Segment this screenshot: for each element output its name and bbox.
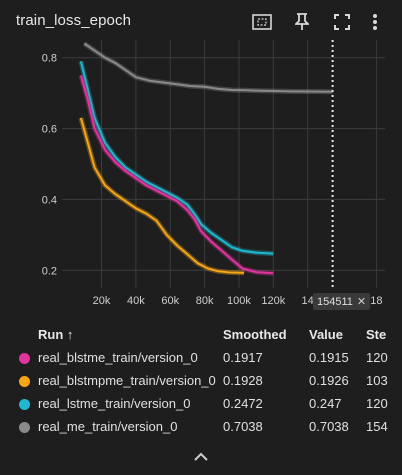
run-name-cell: real_blstme_train/version_0: [38, 350, 198, 365]
run-name-cell: real_blstmpme_train/version_0: [38, 373, 216, 388]
chart-title: train_loss_epoch: [16, 12, 132, 29]
smoothed-cell: 0.1928: [223, 373, 263, 388]
run-name-cell: real_me_train/version_0: [38, 419, 178, 434]
run-color-dot[interactable]: [19, 422, 30, 434]
value-cell: 0.247: [309, 396, 342, 411]
run-color-dot[interactable]: [19, 399, 30, 411]
table-row[interactable]: real_blstme_train/version_0 0.1917 0.1915 1…: [0, 346, 402, 369]
x-tick-label: 18: [370, 295, 382, 307]
x-tick-label: 100k: [227, 295, 251, 307]
table-header-row: Run ↑ Smoothed Value Ste: [0, 322, 402, 346]
y-tick-label: 0.2: [42, 265, 57, 277]
step-cell: 154: [366, 419, 388, 434]
table-row[interactable]: real_me_train/version_0 0.7038 0.7038 154: [0, 415, 402, 438]
y-tick-label: 0.4: [42, 194, 57, 206]
step-cell: 120: [366, 350, 388, 365]
value-cell: 0.1915: [309, 350, 349, 365]
more-vert-icon: [373, 14, 377, 30]
y-tick-label: 0.8: [42, 53, 57, 65]
value-column-header[interactable]: Value: [309, 326, 343, 342]
value-cell: 0.7038: [309, 419, 349, 434]
fit-domain-button[interactable]: [242, 10, 282, 34]
run-color-dot[interactable]: [19, 353, 30, 365]
pin-button[interactable]: [282, 10, 322, 34]
run-name-cell: real_lstme_train/version_0: [38, 396, 191, 411]
smoothed-cell: 0.7038: [223, 419, 263, 434]
chart-toolbar: [242, 10, 388, 34]
x-tick-label: 60k: [161, 295, 179, 307]
hover-step-badge: 154511 ✕: [313, 293, 371, 310]
step-column-header[interactable]: Ste: [366, 326, 387, 342]
x-tick-label: 80k: [196, 295, 214, 307]
table-row[interactable]: real_blstmpme_train/version_0 0.1928 0.192…: [0, 369, 402, 392]
line-chart[interactable]: 0.2 0.4 0.6 0.8 20k 40k 60k 80k 100k 120k 14 18: [0, 36, 402, 314]
smoothed-column-header[interactable]: Smoothed: [223, 326, 287, 342]
fullscreen-icon: [334, 14, 350, 30]
chart-area[interactable]: 0.2 0.4 0.6 0.8 20k 40k 60k 80k 100k 120k 14 18: [0, 36, 402, 314]
series-line[interactable]: [83, 42, 333, 93]
run-column-header[interactable]: Run ↑: [38, 326, 74, 342]
x-tick-label: 20k: [93, 295, 111, 307]
hover-step-label: 154511: [317, 295, 353, 308]
expand-up-icon[interactable]: [193, 450, 209, 462]
series-line[interactable]: [79, 75, 274, 275]
run-color-dot[interactable]: [19, 376, 30, 388]
step-cell: 120: [366, 396, 388, 411]
smoothed-cell: 0.1917: [223, 350, 263, 365]
x-tick-label: 40k: [127, 295, 145, 307]
fullscreen-button[interactable]: [322, 10, 362, 34]
series-line[interactable]: [79, 117, 245, 274]
pin-icon: [295, 13, 309, 30]
close-icon[interactable]: ✕: [356, 296, 367, 308]
fit-domain-icon: [252, 14, 272, 30]
smoothed-cell: 0.2472: [223, 396, 263, 411]
table-row[interactable]: real_lstme_train/version_0 0.2472 0.247 120: [0, 392, 402, 415]
series-line[interactable]: [79, 61, 274, 255]
step-cell: 103: [366, 373, 388, 388]
x-tick-label: 14: [302, 295, 314, 307]
y-tick-label: 0.6: [42, 124, 57, 136]
value-cell: 0.1926: [309, 373, 349, 388]
x-tick-label: 120k: [261, 295, 285, 307]
more-options-button[interactable]: [362, 10, 388, 34]
runs-table: Run ↑ Smoothed Value Ste real_blstme_tra…: [0, 322, 402, 438]
